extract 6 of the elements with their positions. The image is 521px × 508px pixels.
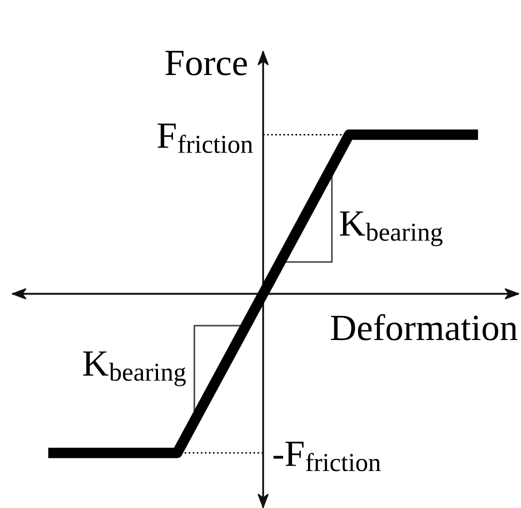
annotation: K$_{bearing}$ — [340, 211, 442, 246]
annotation: K$_{bearing}$ — [83, 351, 186, 386]
ref-line-label: -F$_{friction}$ — [274, 442, 381, 472]
y-axis-title: Force — [165, 50, 247, 76]
x-axis-title: Deformation — [331, 314, 518, 340]
ref-line-label: F$_{friction}$ — [158, 124, 253, 154]
